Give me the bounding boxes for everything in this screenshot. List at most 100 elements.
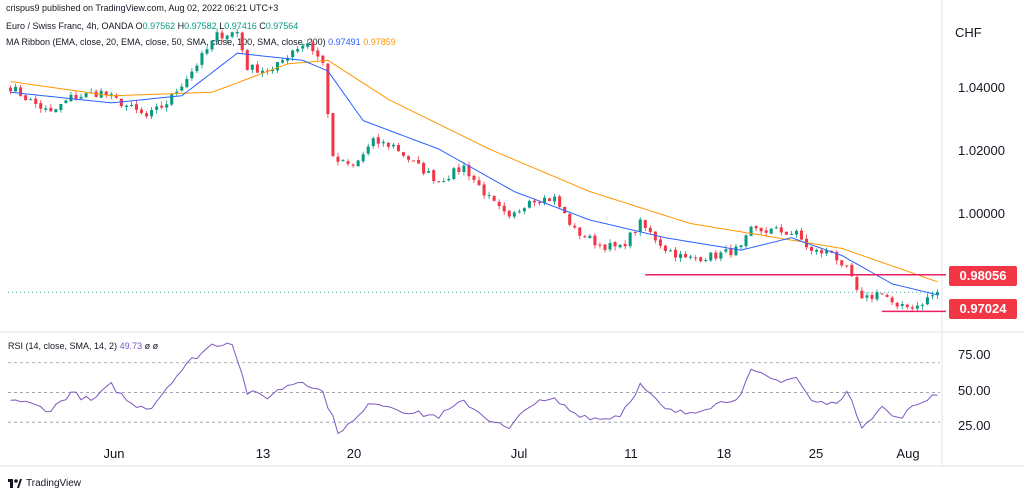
candle-body [9,87,13,92]
candle-body [260,70,264,73]
candle-body [759,227,763,232]
rsi-tick-label: 50.00 [958,383,991,398]
candle-body [860,290,864,299]
y-tick-label: 1.04000 [958,80,1005,95]
candle-body [34,98,38,104]
candle-body [517,211,521,213]
candle-body [543,197,547,203]
candle-body [825,250,829,254]
candle-body [361,154,365,162]
x-tick-label: Jul [510,446,528,461]
candle-body [84,93,88,98]
candle-body [925,297,929,305]
candle-body [210,40,214,50]
candle-body [573,225,577,228]
candle-body [59,103,63,111]
candle-body [346,161,350,164]
candle-body [633,231,637,233]
candle-body [704,259,708,261]
candle-body [255,64,259,73]
open-label: O [135,21,143,31]
candle-body [296,49,300,52]
symbol-header: Euro / Swiss Franc, 4h, OANDA O0.97562 H… [6,21,298,31]
candle-body [502,205,506,212]
candle-body [195,65,199,72]
candle-body [134,104,138,110]
candle-body [875,292,879,300]
candle-body [709,252,713,261]
candle-body [311,42,315,52]
candle-body [235,31,239,34]
candle-body [835,251,839,261]
candle-body [19,87,23,96]
candle-body [24,95,28,101]
candle-body [54,109,58,113]
candle-body [180,86,184,91]
candle-body [850,264,854,277]
candle-body [598,244,602,246]
tradingview-footer[interactable]: TradingView [8,478,81,489]
candle-body [401,152,405,156]
candle-body [694,257,698,259]
candle-body [895,302,899,307]
rsi-tick-label: 75.00 [958,347,991,362]
candle-body [754,226,758,229]
candle-body [230,32,234,37]
candle-body [175,91,179,93]
candle-body [679,254,683,258]
candle-body [145,113,149,117]
candle-body [109,93,113,96]
candle-body [930,295,934,297]
candle-body [124,105,128,107]
x-tick-label: 18 [716,446,732,461]
candle-body [406,156,411,160]
candle-body [371,138,375,147]
candle-body [270,69,274,72]
candle-body [643,219,647,228]
candle-body [744,235,748,247]
candle-body [739,245,743,247]
candle-body [905,304,909,308]
candle-body [855,277,859,290]
candle-body [719,252,723,259]
resistance-price-tag: 0.98056 [949,266,1017,286]
tradingview-logo-icon [8,479,22,488]
candle-body [220,32,224,39]
candle-body [789,234,793,236]
candle-body [815,249,819,252]
candle-body [900,304,904,306]
candle-body [558,196,562,207]
symbol-title: Euro / Swiss Franc, 4h, OANDA [6,21,134,31]
candle-body [588,235,592,239]
candle-body [281,60,285,63]
candle-body [447,178,451,181]
candle-body [442,181,446,183]
candle-body [39,103,43,109]
candle-body [537,202,542,204]
candle-body [437,181,441,183]
x-tick-label: Jun [103,446,125,461]
y-tick-label: 1.00000 [958,206,1005,221]
candle-body [583,236,587,238]
rsi-line [10,342,938,435]
candle-body [79,96,83,99]
candle-body [74,94,78,99]
candle-body [522,208,526,212]
candle-body [200,53,204,65]
candle-body [648,227,652,232]
candle-body [764,230,768,233]
candle-body [396,144,400,152]
candle-body [794,230,798,235]
candle-body [240,32,244,51]
candle-body [64,100,68,104]
candle-body [462,165,466,173]
candle-body [618,244,622,248]
y-tick-label: 1.02000 [958,143,1005,158]
candle-body [880,293,884,295]
candle-body [613,242,617,247]
x-tick-label: 11 [624,446,638,461]
candle-body [356,160,360,167]
candle-body [205,49,209,54]
